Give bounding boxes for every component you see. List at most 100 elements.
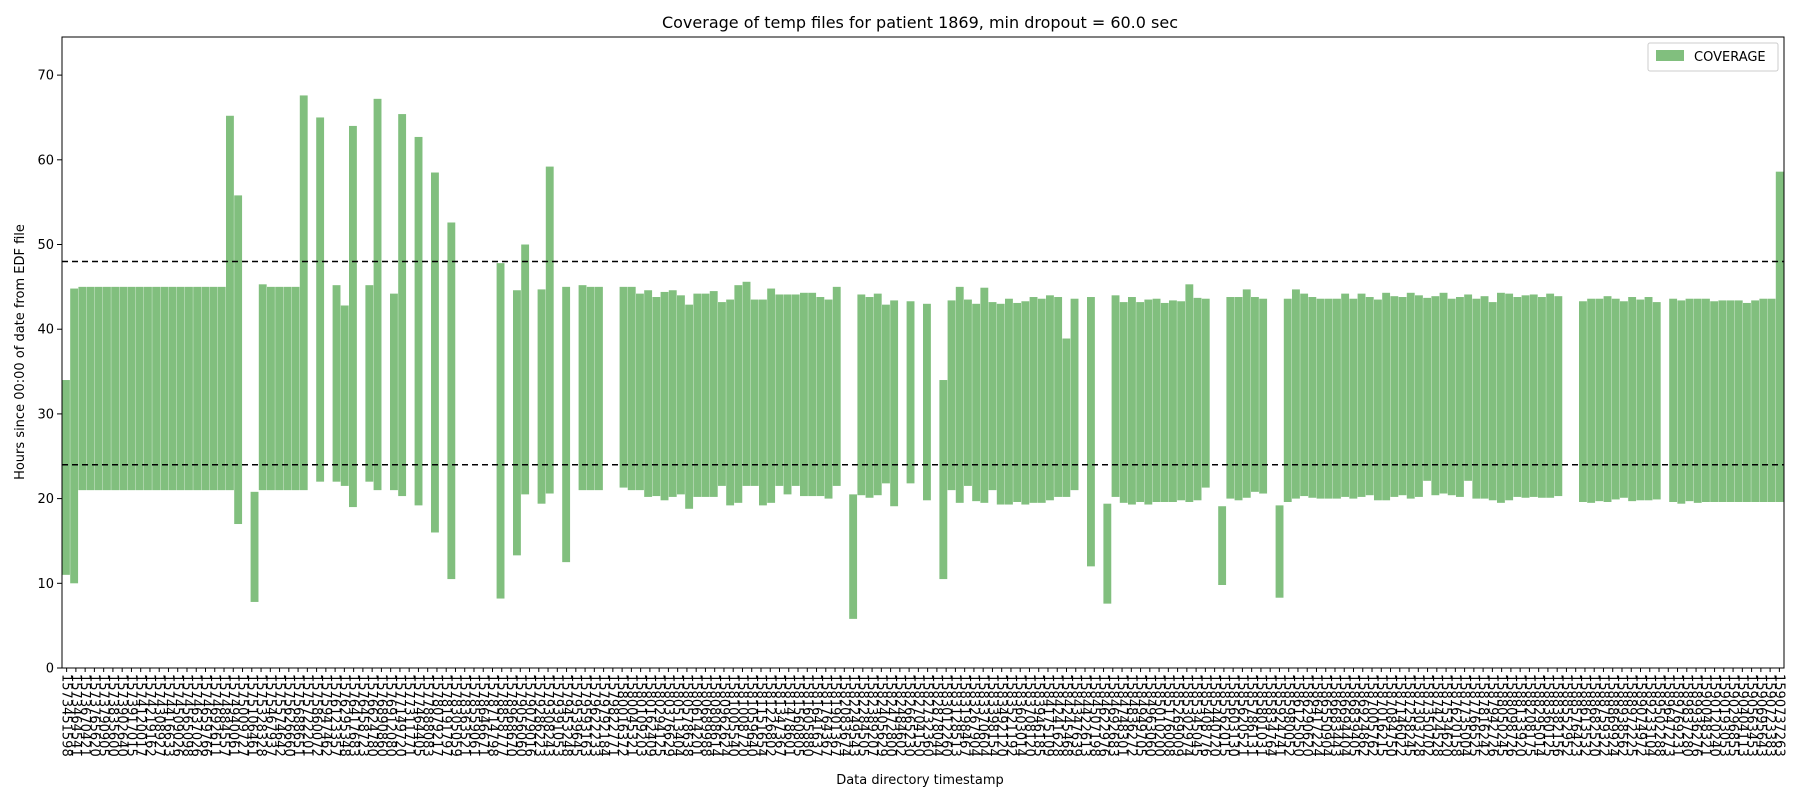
coverage-bar <box>1152 298 1161 502</box>
coverage-bar <box>1693 298 1702 503</box>
x-tick-label: 1583198467 <box>957 674 972 757</box>
coverage-bar <box>1177 301 1186 501</box>
coverage-bar <box>185 286 193 491</box>
x-tick-label: 1583128513 <box>947 674 962 757</box>
coverage-bar <box>1767 298 1776 502</box>
x-tick-label: 1589233104 <box>1642 674 1657 757</box>
coverage-bar <box>1333 298 1341 499</box>
x-tick-label: 1589936276 <box>1688 674 1703 757</box>
coverage-bar <box>1365 297 1374 496</box>
coverage-bar <box>783 294 792 495</box>
coverage-bar <box>1169 300 1177 502</box>
coverage-bar <box>1103 503 1112 604</box>
coverage-bar <box>578 285 587 491</box>
coverage-bar <box>882 304 890 484</box>
x-tick-label: 1590048321 <box>1697 674 1712 757</box>
x-tick-label: 1583267904 <box>966 674 981 757</box>
x-tick-label: 1581641637 <box>809 674 824 757</box>
y-tick-label: 50 <box>37 238 54 253</box>
x-tick-label: 1588295014 <box>1531 674 1546 757</box>
coverage-bar <box>258 284 267 491</box>
coverage-bar <box>1349 298 1358 499</box>
x-tick-label: 1579539645 <box>568 674 583 757</box>
coverage-bar <box>685 304 694 509</box>
x-tick-label: 1573917015 <box>123 674 138 757</box>
x-tick-label: 1587350702 <box>1420 674 1435 757</box>
coverage-bar <box>1300 293 1309 497</box>
coverage-bar <box>1415 295 1423 497</box>
x-tick-label: 1578714798 <box>485 674 500 757</box>
x-tick-label: 1578305059 <box>447 674 462 757</box>
x-tick-label: 1573790905 <box>96 674 111 757</box>
coverage-bar <box>217 286 226 491</box>
x-tick-label: 1580689988 <box>697 674 712 757</box>
x-tick-label: 1581478601 <box>781 674 796 757</box>
x-tick-label: 1579079016 <box>522 674 537 757</box>
x-tick-label: 1574308927 <box>151 674 166 757</box>
x-tick-label: 1584692683 <box>1105 674 1120 757</box>
coverage-bar <box>644 290 653 497</box>
coverage-bar <box>1652 302 1661 500</box>
x-tick-label: 1586417224 <box>1308 674 1323 757</box>
x-tick-label: 1588382156 <box>1549 674 1564 757</box>
x-tick-label: 1580109203 <box>633 674 648 757</box>
coverage-bar <box>1431 296 1440 496</box>
x-tick-label: 1585345045 <box>1188 674 1203 757</box>
x-tick-label: 1578968670 <box>503 674 518 757</box>
x-tick-label: 1588869924 <box>1605 674 1620 757</box>
x-tick-label: 1582704150 <box>910 674 925 757</box>
x-tick-label: 1583370604 <box>975 674 990 757</box>
coverage-bar <box>668 290 677 497</box>
x-axis-label: Data directory timestamp <box>836 773 1004 788</box>
x-tick-label: 1583012260 <box>938 674 953 757</box>
x-tick-label: 1574659766 <box>198 674 213 757</box>
x-tick-label: 1588552952 <box>1558 674 1573 757</box>
coverage-bar <box>1357 293 1366 497</box>
x-tick-label: 1579391053 <box>549 674 564 757</box>
coverage-bar <box>1579 301 1587 502</box>
coverage-bar <box>1480 296 1489 499</box>
coverage-bar <box>824 299 833 499</box>
coverage-bar <box>857 294 866 496</box>
x-tick-label: 1590737263 <box>1771 674 1786 757</box>
coverage-bar <box>1111 295 1120 497</box>
x-tick-label: 1590723383 <box>1762 674 1777 757</box>
coverage-bar <box>734 285 743 503</box>
x-tick-label: 1575328328 <box>253 674 268 757</box>
coverage-bar <box>1611 298 1620 500</box>
x-tick-label: 1582405629 <box>873 674 888 757</box>
x-tick-label: 1574416633 <box>160 674 175 757</box>
coverage-bar <box>250 491 259 602</box>
x-tick-label: 1588360125 <box>1540 674 1555 757</box>
x-tick-label: 1587005762 <box>1364 674 1379 757</box>
coverage-bar <box>750 299 759 486</box>
x-tick-label: 1582484602 <box>892 674 907 757</box>
x-tick-label: 1579056060 <box>512 674 527 757</box>
coverage-bar <box>1464 294 1473 481</box>
coverage-bar <box>1546 293 1555 498</box>
x-tick-label: 1581008720 <box>734 674 749 757</box>
x-tick-label: 1574565098 <box>179 674 194 757</box>
x-tick-label: 1574884557 <box>216 674 231 757</box>
coverage-bar <box>1128 297 1136 505</box>
x-tick-label: 1579822771 <box>605 674 620 757</box>
coverage-bar <box>1587 298 1596 503</box>
x-tick-label: 1588098726 <box>1503 674 1518 757</box>
x-tick-label: 1590193053 <box>1716 674 1731 757</box>
coverage-bar <box>1119 302 1128 503</box>
x-tick-label: 1587816242 <box>1475 674 1490 757</box>
x-tick-label: 1587942726 <box>1484 674 1499 757</box>
x-tick-label: 1574219162 <box>142 674 157 757</box>
coverage-bar <box>1251 297 1259 492</box>
x-tick-label: 1575106461 <box>244 674 259 757</box>
coverage-bar <box>1292 289 1300 499</box>
x-tick-label: 1588682520 <box>1586 674 1601 757</box>
x-tick-label: 1578646671 <box>475 674 490 757</box>
coverage-bar <box>1521 295 1530 498</box>
x-tick-label: 1575467937 <box>262 674 277 757</box>
coverage-bar <box>1775 171 1784 502</box>
x-tick-label: 1588613532 <box>1577 674 1592 757</box>
coverage-bar <box>1423 297 1432 481</box>
x-tick-label: 1584963060 <box>1142 674 1157 757</box>
x-tick-label: 1590695643 <box>1753 674 1768 757</box>
